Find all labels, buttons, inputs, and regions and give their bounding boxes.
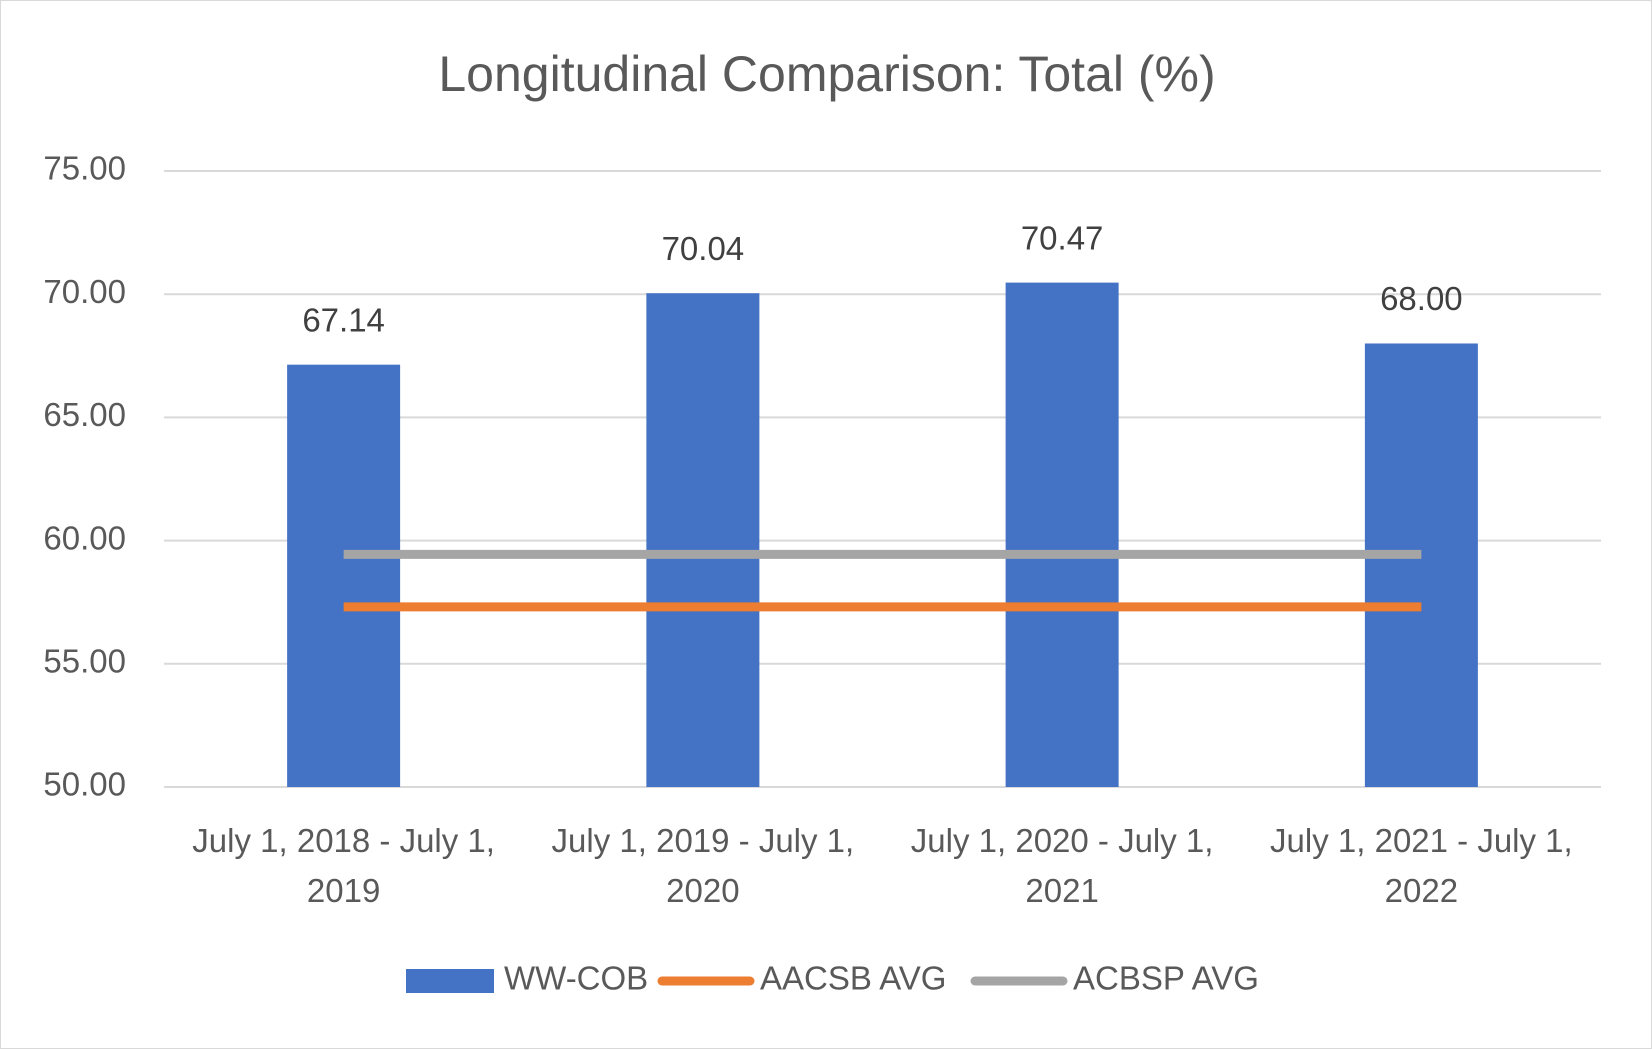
data-label: 70.04: [662, 230, 745, 267]
data-label: 70.47: [1021, 219, 1104, 256]
x-tick-label: July 1, 2019 - July 1, 2020: [551, 822, 855, 909]
bar: [646, 293, 760, 787]
x-tick-label: July 1, 2021 - July 1, 2022: [1270, 822, 1573, 909]
data-label: 68.00: [1380, 280, 1463, 317]
y-tick-label: 70.00: [43, 273, 126, 310]
x-tick-label: July 1, 2018 - July 1, 2019: [192, 822, 495, 909]
legend-swatch: [406, 969, 494, 993]
legend-label: AACSB AVG: [760, 960, 946, 997]
y-tick-label: 55.00: [43, 643, 126, 680]
bar: [1005, 282, 1119, 787]
y-tick-label: 75.00: [43, 150, 126, 187]
chart-title: Longitudinal Comparison: Total (%): [438, 46, 1215, 102]
y-tick-label: 65.00: [43, 396, 126, 433]
legend-label: WW-COB: [504, 960, 648, 997]
y-tick-label: 50.00: [43, 766, 126, 803]
data-label: 67.14: [302, 301, 385, 338]
x-tick-label: July 1, 2020 - July 1, 2021: [910, 822, 1214, 909]
legend-label: ACBSP AVG: [1073, 960, 1259, 997]
bar: [287, 364, 401, 787]
bar: [1364, 343, 1478, 787]
y-tick-label: 60.00: [43, 519, 126, 556]
